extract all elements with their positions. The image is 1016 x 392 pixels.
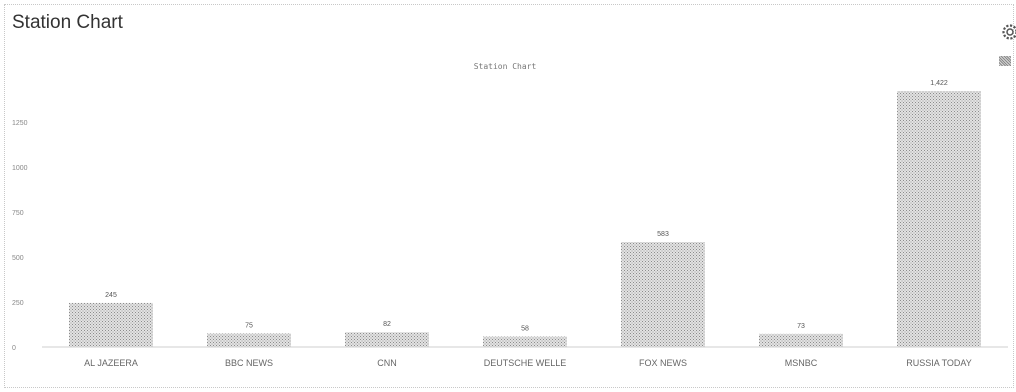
page-title: Station Chart [12,12,123,33]
bar[interactable] [345,332,429,347]
bar[interactable] [483,336,567,347]
y-tick-label: 0 [12,345,16,352]
bar-value-label: 82 [383,321,391,328]
x-tick-label: CNN [377,358,397,368]
x-tick-label: AL JAZEERA [84,358,138,368]
x-axis: AL JAZEERA BBC NEWS CNN DEUTSCHE WELLE FOX N… [84,358,972,368]
gear-icon[interactable] [1000,22,1016,42]
x-tick-label: DEUTSCHE WELLE [484,358,567,368]
chart-panel [4,4,1014,388]
bar-value-label: 73 [797,323,805,330]
x-tick-label: BBC NEWS [225,358,273,368]
y-tick-label: 250 [12,300,24,307]
y-axis: 0 250 500 750 1000 1250 [12,120,1008,352]
bar[interactable] [69,302,153,347]
bars: 245 75 82 58 583 73 1,422 [69,80,981,347]
x-tick-label: FOX NEWS [639,358,687,368]
chart-legend[interactable] [999,54,1016,68]
bar[interactable] [207,333,291,348]
y-tick-label: 750 [12,210,24,217]
bar[interactable] [897,91,981,347]
bar-value-label: 75 [245,323,253,330]
legend-swatch [999,56,1011,66]
bar[interactable] [759,333,843,347]
y-tick-label: 1000 [12,165,28,172]
bar-value-label: 1,422 [930,80,948,87]
y-tick-label: 500 [12,255,24,262]
x-tick-label: RUSSIA TODAY [906,358,972,368]
chart-title: Station Chart [473,62,537,71]
bar-value-label: 583 [657,231,669,238]
bar-value-label: 58 [521,326,529,333]
bar[interactable] [621,242,705,347]
bar-value-label: 245 [105,292,117,299]
x-tick-label: MSNBC [785,358,818,368]
y-tick-label: 1250 [12,120,28,127]
